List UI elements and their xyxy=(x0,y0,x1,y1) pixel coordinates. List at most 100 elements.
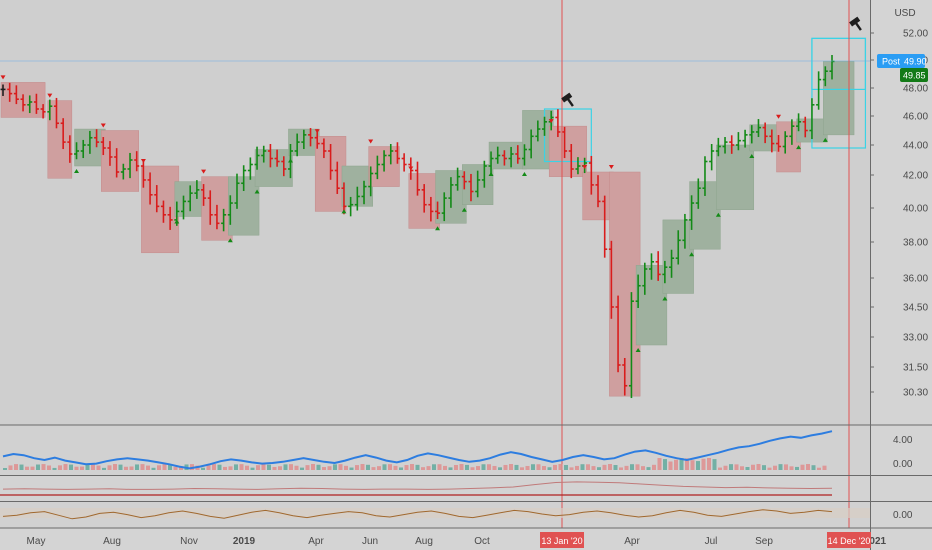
indicator-3-tick-0: 0.00 xyxy=(893,510,913,521)
up-arrow-icon xyxy=(435,226,441,231)
volume-bar xyxy=(635,464,640,470)
volume-bar xyxy=(822,465,827,470)
bearish-zone xyxy=(47,100,73,179)
volume-bar xyxy=(503,464,508,470)
price-axis[interactable] xyxy=(870,0,932,528)
volume-bar xyxy=(63,464,68,470)
volume-bar xyxy=(514,464,519,470)
volume-bar xyxy=(789,466,794,470)
volume-bar xyxy=(448,467,453,470)
volume-bar xyxy=(217,464,222,470)
down-arrow-icon xyxy=(548,119,554,124)
volume-bar xyxy=(718,467,722,470)
up-arrow-icon xyxy=(822,137,828,142)
volume-bar xyxy=(234,464,238,470)
volume-bar xyxy=(393,465,398,470)
volume-bar xyxy=(360,464,365,470)
event-marker-1[interactable]: 13 Jan '20 xyxy=(540,532,584,548)
volume-bar xyxy=(421,467,425,470)
price-tick-label: 30.30 xyxy=(903,388,928,399)
volume-bar xyxy=(212,464,216,470)
volume-bar xyxy=(795,466,799,470)
volume-bar xyxy=(349,467,354,470)
indicator-1-plot xyxy=(2,430,833,470)
volume-bar xyxy=(811,465,816,470)
bearish-zone xyxy=(101,130,139,192)
volume-bar xyxy=(399,467,403,470)
volume-bar xyxy=(679,458,684,470)
down-arrow-icon xyxy=(201,169,207,174)
event-marker-2[interactable]: 14 Dec '20 xyxy=(827,532,871,548)
volume-bar xyxy=(272,466,277,470)
volume-bar xyxy=(223,466,227,470)
volume-bar xyxy=(47,465,51,470)
volume-bar xyxy=(745,467,750,470)
highlight-boxes xyxy=(543,37,867,163)
time-axis[interactable] xyxy=(0,528,932,550)
volume-bar xyxy=(245,465,249,470)
volume-bar xyxy=(250,467,255,470)
volume-bar xyxy=(256,465,260,470)
indicator-pane-2[interactable] xyxy=(0,476,870,501)
up-arrow-icon xyxy=(254,189,260,194)
volume-bar xyxy=(102,467,106,470)
volume-bar xyxy=(338,464,343,470)
volume-bar xyxy=(652,464,656,470)
volume-bar xyxy=(14,464,18,470)
volume-bar xyxy=(646,467,651,470)
volume-bar xyxy=(481,464,486,470)
volume-bar xyxy=(278,466,282,470)
volume-bar xyxy=(311,464,315,470)
volume-bar xyxy=(773,465,777,470)
price-tick-label: 36.00 xyxy=(903,274,928,285)
volume-bar xyxy=(179,466,183,470)
volume-bar xyxy=(58,465,62,470)
volume-bar xyxy=(239,464,244,470)
volume-bar xyxy=(547,467,552,470)
volume-bar xyxy=(580,464,585,470)
volume-bar xyxy=(344,465,348,470)
volume-bar xyxy=(707,458,711,470)
up-arrow-icon xyxy=(796,145,802,150)
time-tick-label: Jun xyxy=(362,536,378,547)
volume-bar xyxy=(146,465,150,470)
down-arrow-icon xyxy=(0,75,6,80)
price-tick-label: 38.00 xyxy=(903,238,928,249)
volume-bar xyxy=(36,464,40,470)
down-arrow-icon xyxy=(100,123,106,128)
volume-bar xyxy=(657,458,662,470)
volume-bar xyxy=(712,459,717,470)
down-arrow-icon xyxy=(776,114,782,119)
volume-bar xyxy=(206,465,211,470)
volume-bar xyxy=(85,464,90,470)
volume-bar xyxy=(619,467,623,470)
price-tick-label: 40.00 xyxy=(903,204,928,215)
up-arrow-icon xyxy=(461,207,467,212)
up-arrow-icon xyxy=(287,158,293,163)
volume-bar xyxy=(767,467,772,470)
time-axis-ticks: May Aug Nov 2019 Apr Jun Aug Oct Apr Jul Sep 2021 xyxy=(27,536,887,547)
volume-bar xyxy=(261,464,266,470)
bearish-zone xyxy=(141,165,180,254)
indicator-2-line xyxy=(2,481,833,490)
volume-bar xyxy=(300,467,304,470)
volume-bar xyxy=(602,464,607,470)
volume-bar xyxy=(751,464,755,470)
time-tick-label: Nov xyxy=(180,536,198,547)
indicator-3-line xyxy=(2,509,833,520)
price-tick-label: 42.00 xyxy=(903,171,928,182)
down-arrow-icon xyxy=(140,159,146,163)
volume-bar xyxy=(729,464,733,470)
volume-bar xyxy=(674,459,678,470)
volume-bar xyxy=(734,464,739,470)
post-price-badge: Post 49.90 xyxy=(877,54,927,68)
down-arrow-icon xyxy=(47,93,53,98)
volume-bar xyxy=(228,466,233,470)
volume-bar xyxy=(509,464,513,470)
indicator-1-tick-0: 0.00 xyxy=(893,459,913,470)
up-arrow-icon xyxy=(689,252,695,257)
volume-bar xyxy=(564,464,568,470)
time-tick-label: Apr xyxy=(308,536,324,547)
